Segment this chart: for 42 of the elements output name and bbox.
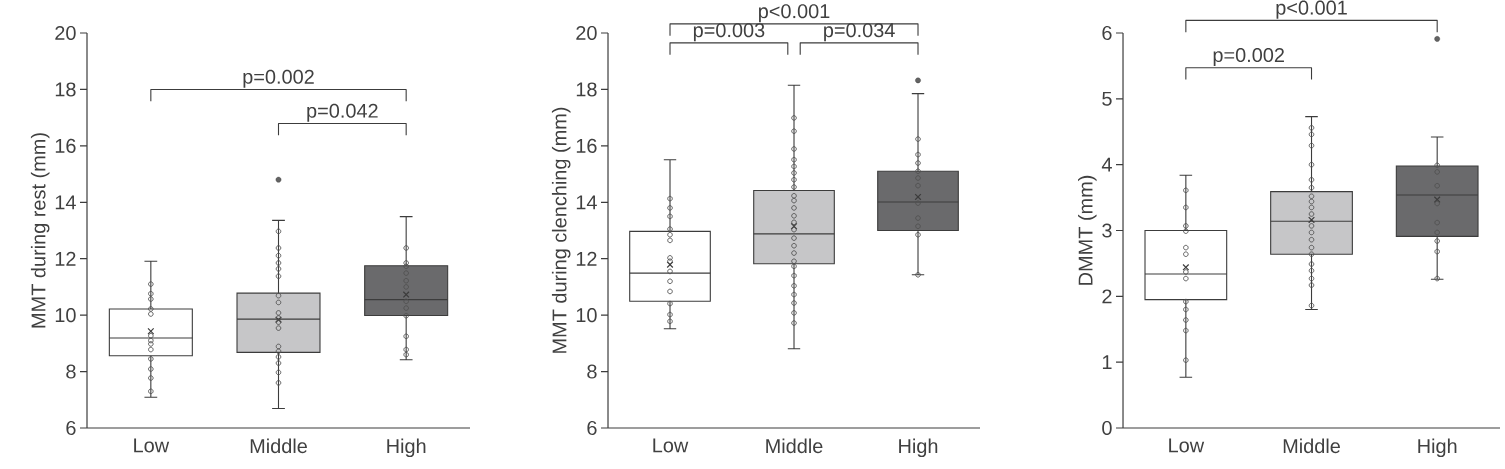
x-tick-label: High bbox=[899, 438, 938, 458]
y-tick-label: 20 bbox=[576, 25, 597, 41]
y-axis-title: MMT during clenching (mm) bbox=[551, 107, 571, 353]
y-axis-title: MMT during rest (mm) bbox=[30, 133, 50, 328]
x-tick-label: High bbox=[387, 438, 426, 458]
y-tick-label: 1 bbox=[1102, 355, 1112, 370]
text: p<0.001 bbox=[1276, 0, 1347, 19]
y-tick-label: 8 bbox=[587, 364, 597, 379]
y-tick-label: 6 bbox=[587, 420, 597, 436]
y-tick-label: 10 bbox=[576, 308, 597, 323]
y-tick-label: 0 bbox=[1102, 420, 1112, 436]
x-tick-label: Low bbox=[1169, 438, 1205, 453]
y-tick-label: 18 bbox=[55, 82, 76, 97]
y-tick-label: 20 bbox=[55, 25, 76, 41]
y-tick-label: 16 bbox=[576, 138, 597, 153]
y-tick-label: 5 bbox=[1102, 91, 1112, 106]
x-tick-label: High bbox=[1418, 438, 1457, 458]
y-tick-label: 12 bbox=[55, 251, 76, 266]
y-tick-label: 12 bbox=[576, 251, 597, 266]
y-tick-label: 2 bbox=[1102, 289, 1112, 304]
y-tick-label: 18 bbox=[576, 82, 597, 97]
annotation: p=0.002 bbox=[1213, 48, 1284, 67]
y-tick-label: 16 bbox=[55, 138, 76, 153]
y-axis-title: DMMT (mm) bbox=[1078, 175, 1097, 285]
x-tick-label: Middle bbox=[766, 438, 823, 454]
y-tick-label: 8 bbox=[66, 364, 76, 379]
x-tick-label: Middle bbox=[1283, 438, 1340, 454]
y-tick-label: 4 bbox=[1101, 157, 1112, 172]
annotation: p=0.034 bbox=[824, 23, 895, 42]
y-tick-label: 6 bbox=[1102, 25, 1112, 41]
annotation: p=0.042 bbox=[307, 103, 378, 122]
x-tick-label: Middle bbox=[250, 438, 307, 454]
annotation: p=0.003 bbox=[693, 23, 765, 42]
y-tick-label: 14 bbox=[55, 195, 76, 210]
y-tick-label: 3 bbox=[1102, 223, 1112, 238]
x-tick-label: Low bbox=[653, 438, 689, 453]
text: p<0.001 bbox=[759, 4, 830, 23]
y-tick-label: 6 bbox=[66, 420, 76, 436]
y-tick-label: 10 bbox=[55, 308, 76, 323]
annotation: p=0.002 bbox=[243, 69, 314, 88]
y-tick-label: 14 bbox=[576, 195, 597, 210]
x-tick-label: Low bbox=[134, 438, 170, 453]
